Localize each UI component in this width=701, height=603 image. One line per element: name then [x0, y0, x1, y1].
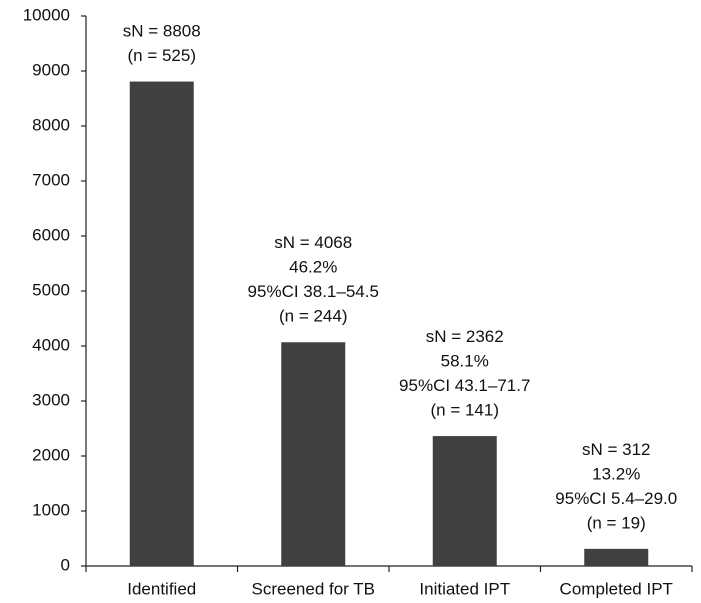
- annotation: 58.1%: [441, 352, 489, 371]
- annotation: 13.2%: [592, 464, 640, 483]
- annotation: 95%CI 38.1–54.5: [248, 282, 379, 301]
- annotation: (n = 141): [430, 401, 499, 420]
- x-tick-label: Screened for TB: [252, 579, 375, 598]
- x-tick-label: Identified: [127, 579, 196, 598]
- y-tick-label: 6000: [32, 225, 70, 244]
- y-tick-label: 4000: [32, 335, 70, 354]
- bar: [281, 342, 346, 566]
- annotation: sN = 8808: [123, 22, 201, 41]
- y-tick-label: 8000: [32, 115, 70, 134]
- annotation: 95%CI 43.1–71.7: [399, 376, 530, 395]
- y-tick-label: 9000: [32, 60, 70, 79]
- annotation: sN = 312: [582, 440, 651, 459]
- bar: [584, 548, 649, 566]
- x-tick-label: Completed IPT: [560, 579, 673, 598]
- annotation: 46.2%: [289, 258, 337, 277]
- annotation: (n = 19): [587, 513, 646, 532]
- y-tick-label: 7000: [32, 170, 70, 189]
- x-tick-label: Initiated IPT: [419, 579, 510, 598]
- y-tick-label: 2000: [32, 445, 70, 464]
- y-tick-label: 5000: [32, 280, 70, 299]
- y-tick-label: 0: [61, 555, 70, 574]
- annotation: sN = 4068: [274, 233, 352, 252]
- y-tick-label: 1000: [32, 500, 70, 519]
- annotation: 95%CI 5.4–29.0: [555, 489, 677, 508]
- annotation: sN = 2362: [426, 327, 504, 346]
- y-tick-label: 3000: [32, 390, 70, 409]
- bar: [129, 81, 194, 566]
- bar: [432, 436, 497, 566]
- annotation: (n = 525): [127, 46, 196, 65]
- annotation: (n = 244): [279, 307, 348, 326]
- y-tick-label: 10000: [23, 5, 70, 24]
